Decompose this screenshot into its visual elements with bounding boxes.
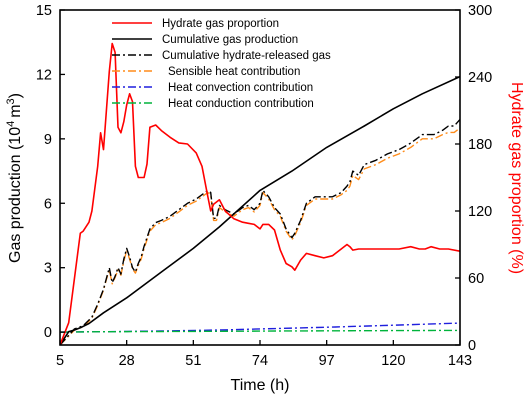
y-left-tick-label: 3 — [44, 261, 52, 277]
series-line-3 — [60, 127, 460, 345]
legend-label: Cumulative gas production — [162, 34, 298, 46]
legend: Hydrate gas proportion Cumulative gas pro… — [112, 18, 331, 110]
legend-label: Sensible heat contribution — [168, 66, 300, 78]
y-axis-right-title: Hydrate gas proportion (%) — [508, 82, 525, 274]
y-left-tick-label: 6 — [44, 196, 52, 212]
x-axis-title: Time (h) — [231, 377, 290, 394]
x-tick-label: 143 — [448, 353, 472, 369]
y-right-tick-label: 240 — [468, 70, 492, 86]
legend-label: Heat convection contribution — [168, 82, 313, 94]
y-left-title-unit: m — [7, 104, 24, 117]
legend-label: Heat conduction contribution — [168, 98, 314, 110]
y-left-tick-label: 0 — [44, 325, 52, 341]
legend-label: Cumulative hydrate-released gas — [162, 50, 331, 62]
series-line-0 — [60, 42, 460, 345]
x-tick-label: 51 — [185, 353, 201, 369]
y-left-tick-label: 12 — [36, 67, 52, 83]
y-left-title-close: ) — [7, 93, 24, 98]
series-layer — [60, 42, 460, 345]
x-tick-label: 120 — [381, 353, 405, 369]
y-left-title-sup2: 3 — [5, 98, 17, 104]
y-right-tick-label: 60 — [468, 271, 484, 287]
x-tick-label: 97 — [319, 353, 335, 369]
x-tick-label: 74 — [252, 353, 268, 369]
x-tick-label: 28 — [119, 353, 135, 369]
y-right-tick-label: 120 — [468, 204, 492, 220]
y-left-tick-label: 9 — [44, 132, 52, 148]
x-tick-label: 5 — [56, 353, 64, 369]
y-left-title-sup: 4 — [5, 121, 17, 127]
y-right-tick-label: 180 — [468, 137, 492, 153]
series-line-1 — [60, 75, 460, 345]
legend-label: Hydrate gas proportion — [162, 18, 279, 30]
y-axis-left-title: Gas production (104 m3) — [5, 93, 24, 263]
y-right-tick-label: 300 — [468, 3, 492, 19]
series-line-5 — [60, 329, 460, 333]
y-left-title-main: Gas production (10 — [7, 127, 24, 263]
y-left-tick-label: 15 — [36, 3, 52, 19]
y-right-tick-label: 0 — [468, 338, 476, 354]
